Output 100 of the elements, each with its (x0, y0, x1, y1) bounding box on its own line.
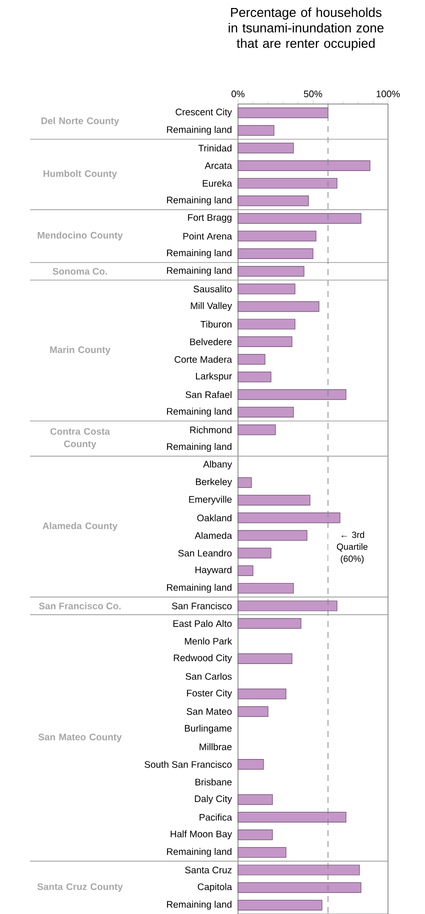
bar (238, 688, 286, 700)
y-tick-label: Millbrae (200, 743, 232, 750)
bar (238, 565, 254, 576)
y-tick-label: Foster City (187, 690, 232, 698)
bar (238, 372, 272, 382)
bar (238, 882, 362, 893)
y-tick-label: Remaining land (167, 266, 232, 276)
bar (238, 424, 276, 436)
bar (238, 125, 274, 136)
bar (238, 759, 264, 770)
bar (238, 354, 266, 365)
y-tick-label: Arcata (204, 162, 232, 169)
y-tick-label: San Rafael (186, 391, 232, 398)
bar (238, 230, 316, 242)
y-tick-label: Emeryville (189, 496, 232, 505)
x-tick-label: 50% (304, 90, 322, 98)
text: San Mateo County (38, 734, 122, 742)
y-tick-label: Alameda (194, 532, 232, 539)
text: Contra Costa County (50, 428, 110, 450)
y-tick-label: Pacifica (200, 814, 232, 821)
bar (238, 213, 362, 224)
y-tick-label: Remaining land (167, 249, 232, 258)
bar (238, 900, 322, 911)
bar (238, 389, 346, 400)
chart-title: Percentage of households in tsunami-inundation zone that are renter occupied (228, 8, 384, 50)
ref-line-label: ← 3rd Quartile (60%) (336, 531, 368, 564)
y-tick-label: Capitola (198, 883, 232, 892)
bar (238, 266, 304, 277)
y-tick-label: Oakland (197, 514, 232, 522)
y-tick-label: Sausalito (194, 285, 232, 292)
y-tick-label: Redwood City (174, 654, 232, 664)
y-tick-label: South San Francisco (144, 760, 232, 768)
y-tick-label: Eureka (202, 180, 232, 187)
bar (238, 160, 370, 171)
x-tick-label: 0% (232, 90, 244, 98)
bar (238, 301, 320, 312)
y-tick-label: Corte Madera (174, 356, 232, 363)
y-tick-label: East Palo Alto (173, 620, 232, 627)
bar (238, 794, 273, 805)
y-tick-label: Santa Cruz (185, 866, 232, 874)
y-tick-label: Tiburon (200, 320, 232, 328)
y-tick-label: Mill Valley (190, 302, 232, 311)
text: Del Norte County (41, 117, 120, 126)
bar (238, 548, 272, 558)
y-tick-label: Remaining land (167, 900, 232, 910)
bar (238, 318, 296, 330)
text: Humbolt County (44, 170, 118, 179)
bar (238, 512, 340, 524)
bar (238, 530, 308, 541)
y-tick-label: San Carlos (186, 672, 232, 680)
bar (238, 582, 294, 594)
bar (238, 248, 314, 259)
text: Mendocino County (38, 232, 123, 240)
text: Santa Cruz County (37, 883, 123, 892)
y-tick-label: Albany (203, 460, 232, 470)
y-tick-label: Menlo Park (184, 638, 232, 645)
bar (238, 600, 338, 612)
text: Alameda County (42, 522, 118, 532)
bar (238, 196, 309, 206)
x-tick-label: 100% (376, 90, 400, 98)
y-tick-label: Remaining land (167, 408, 232, 417)
bar (238, 618, 302, 629)
y-tick-label: Belvedere (190, 338, 232, 346)
y-tick-label: San Leandro (178, 550, 232, 557)
y-tick-label: Remaining land (167, 584, 232, 593)
bar (238, 284, 296, 294)
y-tick-label: Remaining land (167, 442, 232, 452)
bar (238, 406, 294, 418)
bar (238, 706, 268, 717)
bar (238, 864, 360, 876)
bar (238, 477, 252, 488)
bar (238, 108, 328, 118)
bar (238, 336, 292, 348)
y-tick-label: Crescent City (176, 108, 232, 118)
bar (238, 812, 346, 822)
y-tick-label: Half Moon Bay (170, 830, 232, 840)
text: Marin County (50, 346, 110, 355)
bar (238, 494, 310, 506)
bar (238, 847, 286, 858)
y-tick-label: Point Arena (183, 232, 232, 240)
bar (238, 829, 273, 840)
text: San Francisco Co. (38, 602, 121, 610)
y-tick-label: Remaining land (167, 196, 232, 206)
y-tick-label: Richmond (190, 426, 232, 434)
y-tick-label: Fort Bragg (188, 214, 232, 223)
y-tick-label: Remaining land (167, 126, 232, 135)
bar (238, 178, 338, 189)
text: Sonoma Co. (52, 268, 107, 275)
y-tick-label: San Mateo (186, 708, 232, 715)
bar (238, 653, 292, 664)
y-tick-label: Trinidad (198, 144, 232, 152)
y-tick-label: Remaining land (167, 848, 232, 857)
bar (238, 142, 294, 154)
y-tick-label: San Francisco (172, 602, 232, 610)
y-tick-label: Berkeley (196, 478, 232, 488)
y-tick-label: Daly City (194, 795, 232, 804)
y-tick-label: Brisbane (195, 778, 232, 786)
y-tick-label: Larkspur (196, 372, 232, 382)
y-tick-label: Hayward (195, 566, 232, 576)
y-tick-label: Burlingame (184, 724, 232, 734)
